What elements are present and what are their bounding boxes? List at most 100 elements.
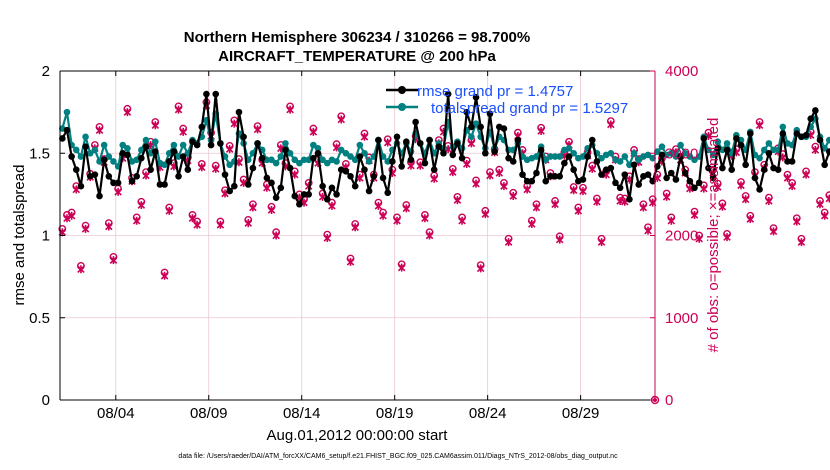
x-tick-label: 08/19 — [376, 405, 414, 422]
totalspread-point — [347, 153, 354, 160]
totalspread-point — [542, 156, 550, 164]
rmse-point — [96, 192, 103, 200]
obs-assimilated-point — [393, 216, 401, 225]
obs-assimilated-glyph — [132, 216, 141, 225]
totalspread-point — [105, 153, 113, 160]
obs-assimilated-glyph — [267, 206, 276, 215]
obs-assimilated-point — [793, 217, 801, 226]
totalspread-point — [119, 141, 127, 149]
totalspread-point — [314, 145, 322, 152]
rmse-point — [114, 179, 122, 187]
obs-assimilated-point — [486, 171, 494, 180]
totalspread-point — [72, 146, 80, 154]
obs-assimilated-glyph — [718, 202, 727, 211]
obs-assimilated-point — [421, 214, 429, 223]
x-tick-label: 08/09 — [190, 405, 228, 422]
obs-assimilated-glyph — [811, 145, 820, 154]
rmse-point — [272, 194, 280, 201]
obs-assimilated-glyph — [532, 203, 541, 212]
obs-assimilated-glyph — [397, 263, 406, 272]
rmse-point — [788, 158, 796, 165]
obs-assimilated-glyph — [555, 235, 564, 244]
rmse-point — [240, 133, 247, 141]
rmse-point — [500, 125, 508, 132]
totalspread-point — [468, 133, 475, 141]
totalspread-point — [342, 149, 350, 157]
totalspread-point — [272, 159, 280, 167]
rmse-point — [305, 191, 312, 198]
rmse-point — [807, 115, 815, 123]
rmse-point — [249, 164, 257, 172]
totalspread-point — [100, 141, 108, 149]
rmse-point — [323, 196, 331, 203]
rmse-point — [542, 177, 550, 185]
obs-assimilated-point — [109, 256, 118, 265]
rmse-point — [449, 151, 457, 159]
obs-assimilated-point — [351, 223, 359, 232]
totalspread-point — [714, 138, 722, 146]
obs-assimilated-glyph — [174, 105, 183, 114]
rmse-point — [193, 141, 201, 149]
rmse-point — [384, 189, 392, 197]
obs-assimilated-point — [816, 200, 824, 209]
obs-assimilated-point — [667, 216, 676, 225]
obs-assimilated-glyph — [328, 201, 336, 210]
totalspread-point — [82, 133, 89, 141]
obs-assimilated-point — [453, 196, 462, 205]
rmse-point — [189, 138, 196, 146]
totalspread-point — [533, 153, 540, 160]
obs-assimilated-glyph — [579, 187, 587, 196]
obs-assimilated-glyph — [695, 234, 703, 243]
rmse-point — [59, 135, 66, 142]
rmse-point — [435, 143, 443, 150]
rmse-point — [705, 164, 712, 172]
obs-assimilated-point — [788, 182, 796, 191]
rmse-point — [663, 174, 670, 182]
totalspread-point — [723, 140, 731, 147]
obs-assimilated-point — [639, 203, 648, 212]
rmse-point — [742, 161, 749, 169]
obs-assimilated-point — [569, 186, 578, 195]
obs-assimilated-glyph — [574, 206, 583, 215]
obs-assimilated-glyph — [797, 238, 806, 247]
obs-assimilated-glyph — [788, 182, 796, 191]
rmse-point — [440, 149, 447, 157]
y-tick-label-right: 0 — [665, 392, 673, 409]
rmse-point — [147, 166, 154, 173]
obs-assimilated-point — [286, 105, 294, 114]
totalspread-point — [709, 151, 717, 159]
chart-title-line1: Northern Hemisphere 306234 / 310266 = 98… — [184, 29, 530, 46]
obs-assimilated-glyph — [63, 214, 71, 223]
rmse-point — [519, 171, 526, 178]
totalspread-point — [621, 153, 629, 160]
legend-rmse-label: rmse grand pr = 1.4757 — [417, 83, 573, 100]
obs-assimilated-glyph — [309, 127, 318, 136]
obs-assimilated-glyph — [272, 231, 280, 240]
rmse-point — [714, 145, 722, 152]
obs-assimilated-point — [95, 126, 104, 135]
rmse-point — [398, 163, 405, 170]
totalspread-point — [616, 158, 624, 165]
rmse-point — [370, 172, 378, 180]
rmse-point — [365, 187, 373, 195]
rmse-point — [263, 174, 271, 182]
rmse-point — [100, 156, 108, 164]
obs-assimilated-point — [495, 168, 504, 177]
rmse-point — [630, 161, 638, 169]
obs-assimilated-point — [123, 108, 132, 117]
obs-assimilated-point — [467, 139, 476, 148]
obs-assimilated-glyph — [500, 182, 508, 191]
rmse-point — [444, 90, 452, 98]
obs-assimilated-glyph — [467, 139, 476, 148]
obs-assimilated-glyph — [453, 196, 462, 205]
obs-assimilated-glyph — [230, 119, 239, 128]
y-axis-label-right: # of obs: o=possible; ×=assimilated — [705, 118, 722, 353]
totalspread-point — [286, 149, 294, 157]
y-tick-label-right: 1000 — [665, 310, 698, 327]
rmse-point — [179, 153, 187, 160]
obs-assimilated-glyph — [449, 168, 457, 177]
obs-assimilated-glyph — [597, 238, 606, 247]
obs-assimilated-point — [504, 238, 513, 247]
obs-assimilated-point — [114, 187, 122, 196]
